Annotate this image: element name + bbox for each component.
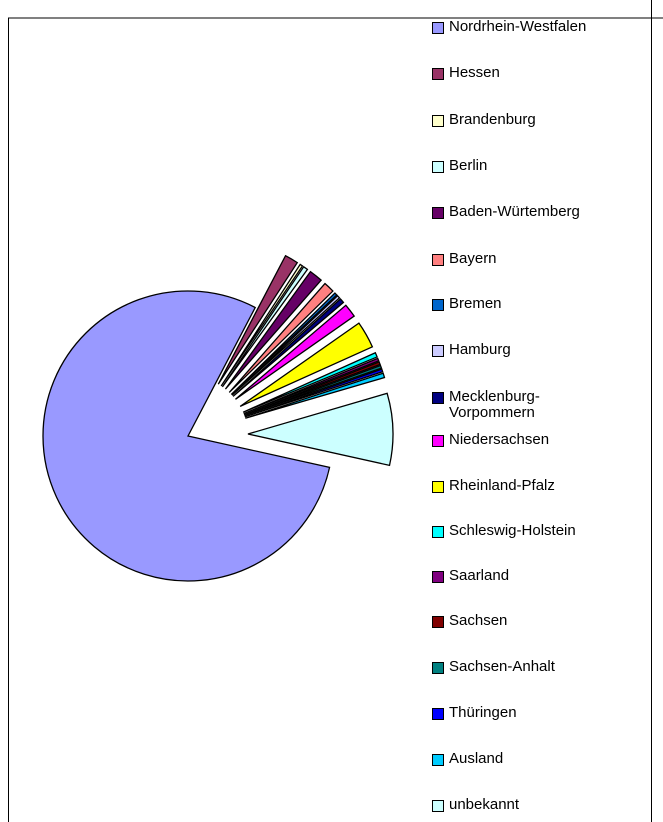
- legend-swatch: [432, 616, 444, 628]
- legend-label: Sachsen: [449, 612, 508, 629]
- legend-item: Bayern: [432, 251, 497, 267]
- legend-label: Bayern: [449, 250, 497, 267]
- legend-item: Sachsen-Anhalt: [432, 659, 555, 675]
- legend-swatch: [432, 571, 444, 583]
- legend-label: unbekannt: [449, 796, 520, 813]
- pie-slice: [232, 298, 345, 397]
- legend-label: Saarland: [449, 567, 510, 584]
- legend-label: Baden-Würtemberg: [449, 203, 580, 220]
- pie-slice: [239, 322, 374, 407]
- pie-slice: [244, 364, 383, 417]
- pie-slice: [220, 263, 304, 387]
- legend-swatch: [432, 345, 444, 357]
- pie-slice: [217, 254, 299, 385]
- legend-swatch: [432, 115, 444, 127]
- legend-swatch: [432, 161, 444, 173]
- legend-item: unbekannt: [432, 797, 519, 813]
- legend-label: Hessen: [449, 64, 500, 81]
- legend-swatch: [432, 481, 444, 493]
- pie-slice: [245, 372, 386, 419]
- pie-slice: [242, 351, 378, 413]
- legend-swatch: [432, 435, 444, 447]
- legend-item: Baden-Würtemberg: [432, 204, 580, 220]
- pie-slice: [221, 265, 309, 388]
- pie-slice: [244, 368, 384, 418]
- legend-item: Sachsen: [432, 613, 507, 629]
- legend-label: Nordrhein-Westfalen: [449, 18, 587, 35]
- legend-item: Niedersachsen: [432, 432, 549, 448]
- pie-slice: [228, 282, 334, 393]
- legend-swatch: [432, 22, 444, 34]
- legend-item: Nordrhein-Westfalen: [432, 19, 586, 35]
- legend-label: Brandenburg: [449, 111, 536, 128]
- legend-label: Sachsen-Anhalt: [449, 658, 555, 675]
- legend-label: Thüringen: [449, 704, 517, 721]
- legend-label: Mecklenburg-Vorpommern: [449, 388, 540, 421]
- legend-label: Hamburg: [449, 341, 511, 358]
- legend-swatch: [432, 299, 444, 311]
- legend-item: Hessen: [432, 65, 500, 81]
- pie-slice: [224, 270, 323, 390]
- legend-item: Brandenburg: [432, 112, 536, 128]
- legend-item: Berlin: [432, 158, 487, 174]
- legend-item: Hamburg: [432, 342, 511, 358]
- legend-swatch: [432, 662, 444, 674]
- legend-item: Schleswig-Holstein: [432, 523, 576, 539]
- legend-label: Bremen: [449, 295, 502, 312]
- legend-item: Thüringen: [432, 705, 517, 721]
- legend-item: Bremen: [432, 296, 502, 312]
- legend-swatch: [432, 754, 444, 766]
- pie-slice: [42, 290, 331, 582]
- pie-slice: [243, 357, 380, 415]
- legend-item: Rheinland-Pfalz: [432, 478, 555, 494]
- pie-slice: [231, 294, 341, 396]
- pie-slice: [235, 304, 356, 400]
- legend-item: Saarland: [432, 568, 509, 584]
- legend-swatch: [432, 254, 444, 266]
- legend-swatch: [432, 68, 444, 80]
- legend-swatch: [432, 708, 444, 720]
- legend-label: Berlin: [449, 157, 488, 174]
- legend-item: Ausland: [432, 751, 503, 767]
- legend-label: Schleswig-Holstein: [449, 522, 576, 539]
- legend-swatch: [432, 800, 444, 812]
- pie-slice: [243, 361, 381, 416]
- legend-label: Ausland: [449, 750, 504, 767]
- legend-swatch: [432, 207, 444, 219]
- legend-swatch: [432, 392, 444, 404]
- legend-label: Rheinland-Pfalz: [449, 477, 555, 494]
- legend-item: Mecklenburg-Vorpommern: [432, 389, 614, 421]
- legend-label: Niedersachsen: [449, 431, 550, 448]
- pie-slice: [247, 392, 394, 467]
- legend-swatch: [432, 526, 444, 538]
- pie-slice: [230, 292, 338, 395]
